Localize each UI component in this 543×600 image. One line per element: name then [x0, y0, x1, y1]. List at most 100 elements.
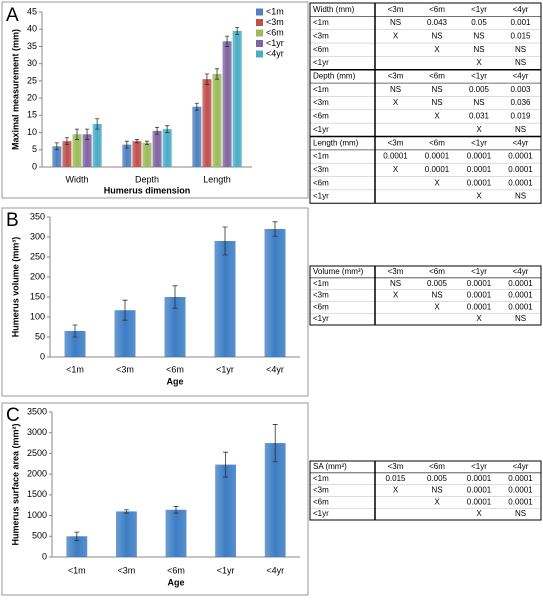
x-tick-label: <6m — [166, 364, 184, 374]
table-cell: 0.0001 — [508, 302, 533, 311]
table-cell: 0.0001 — [508, 165, 533, 174]
table-cell: <1yr — [471, 267, 487, 276]
y-tick-label: 30 — [27, 58, 37, 68]
table-cell: X — [393, 98, 399, 107]
bar — [114, 310, 136, 357]
row-label: <1m — [313, 85, 329, 94]
table-cell: 0.0001 — [508, 291, 533, 300]
bar — [165, 509, 187, 557]
x-tick-label: <1yr — [216, 364, 234, 374]
table-cell: X — [476, 314, 482, 323]
table-cell: 0.043 — [427, 18, 448, 27]
row-label: SA (mm²) — [313, 462, 347, 471]
error-bar — [54, 142, 59, 151]
table-cell: 0.0001 — [467, 302, 492, 311]
y-tick-label: 0 — [32, 161, 37, 171]
legend-label: <4yr — [266, 48, 284, 58]
bar — [264, 229, 286, 357]
table-cell: <6m — [429, 72, 445, 81]
bar — [62, 141, 72, 167]
table-cell: <1yr — [471, 462, 487, 471]
table-cell: 0.0001 — [508, 279, 533, 288]
table-cell: NS — [390, 18, 401, 27]
row-label: Width (mm) — [313, 5, 355, 14]
bar — [164, 297, 186, 357]
table-cell: 0.0001 — [508, 152, 533, 161]
row-label: <1yr — [313, 125, 329, 134]
table-cell: X — [476, 509, 482, 518]
legend-swatch — [256, 50, 263, 58]
row-label: <1m — [313, 152, 329, 161]
y-axis-label: Maximal measurement (mm) — [10, 29, 20, 150]
x-tick-label: <3m — [116, 364, 134, 374]
legend-swatch — [256, 8, 263, 16]
y-tick-label: 300 — [30, 231, 45, 241]
y-tick-label: 45 — [27, 6, 37, 16]
y-tick-label: 0 — [42, 551, 47, 561]
table-cell: 0.0001 — [467, 178, 492, 187]
y-tick-label: 500 — [32, 531, 47, 541]
y-tick-label: 2000 — [27, 469, 47, 479]
table-cell: <6m — [429, 138, 445, 147]
table-cell: NS — [515, 58, 526, 67]
bar — [162, 129, 172, 167]
row-label: <6m — [313, 178, 329, 187]
table-cell: <4yr — [513, 138, 529, 147]
table-cell: X — [476, 125, 482, 134]
bar — [52, 146, 62, 167]
y-tick-label: 1000 — [27, 510, 47, 520]
y-tick-label: 250 — [30, 251, 45, 261]
table-cell: NS — [390, 279, 401, 288]
table-cell: X — [476, 58, 482, 67]
table-cell: 0.0001 — [508, 486, 533, 495]
table-cell: 0.001 — [510, 18, 531, 27]
legend-label: <1m — [266, 6, 284, 16]
bar — [132, 141, 142, 167]
y-axis-label: Humerus surface area (mm²) — [10, 423, 20, 545]
x-axis-label: Age — [167, 577, 184, 587]
table-cell: 0.005 — [427, 474, 448, 483]
bar — [66, 536, 88, 557]
table-cell: <4yr — [513, 72, 529, 81]
table-cell: X — [434, 45, 440, 54]
table-cell: 0.005 — [427, 279, 448, 288]
table-cell: NS — [390, 85, 401, 94]
row-label: Depth (mm) — [313, 72, 356, 81]
error-bar — [204, 73, 209, 85]
error-bar — [155, 126, 160, 135]
x-tick-label: <1yr — [217, 565, 235, 575]
panel-label: B — [6, 210, 19, 231]
table-cell: X — [393, 165, 399, 174]
table-cell: X — [393, 291, 399, 300]
error-bar — [272, 424, 278, 463]
table-cell: 0.031 — [469, 112, 490, 121]
row-label: <3m — [313, 486, 329, 495]
table-cell: <3m — [388, 462, 404, 471]
table-cell: <6m — [429, 462, 445, 471]
table-cell: NS — [431, 85, 442, 94]
row-label: <1m — [313, 18, 329, 27]
error-bar — [124, 140, 129, 149]
y-tick-label: 10 — [27, 127, 37, 137]
row-label: Volume (mm³) — [313, 267, 364, 276]
row-label: <6m — [313, 302, 329, 311]
table-cell: NS — [515, 45, 526, 54]
table-cell: 0.015 — [385, 474, 406, 483]
table-cell: 0.0001 — [425, 152, 450, 161]
row-label: <1yr — [313, 58, 329, 67]
error-bar — [194, 102, 199, 111]
error-bar — [145, 140, 149, 146]
error-bar — [222, 226, 228, 256]
row-label: <1m — [313, 474, 329, 483]
row-label: Length (mm) — [313, 138, 359, 147]
y-tick-label: 0 — [40, 351, 45, 361]
legend-label: <6m — [266, 27, 284, 37]
table-cell: <1yr — [471, 5, 487, 14]
y-tick-label: 35 — [27, 41, 37, 51]
table-cell: <6m — [429, 5, 445, 14]
table-cell: 0.0001 — [467, 279, 492, 288]
legend-label: <1yr — [266, 38, 284, 48]
error-bar — [122, 299, 128, 321]
